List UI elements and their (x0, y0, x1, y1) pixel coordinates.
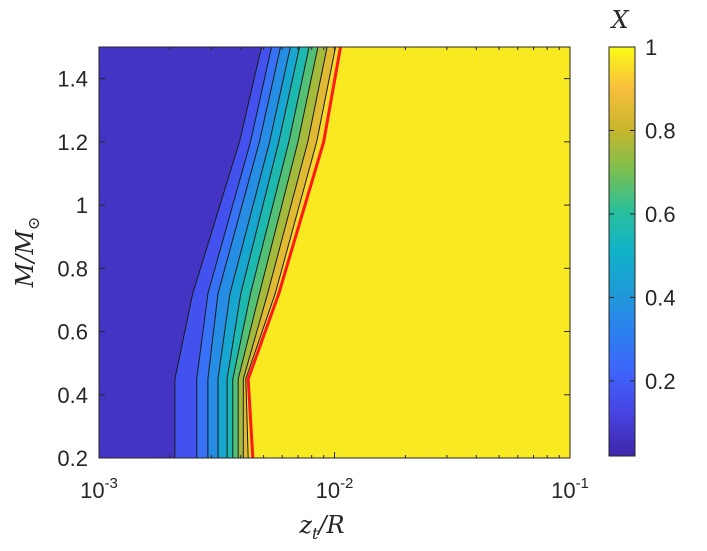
x-tick-label: 10-2 (316, 475, 354, 503)
y-axis-ticks: 0.2 0.4 0.6 0.8 1 1.2 1.4 (57, 67, 570, 471)
x-tick-label: 10-3 (80, 475, 118, 503)
x-axis-ticks: 10-3 10-2 10-1 (80, 47, 589, 503)
y-tick-label: 1.2 (57, 130, 88, 155)
colorbar-tick-label: 0.4 (645, 285, 676, 310)
colorbar-tick-label: 1 (645, 35, 657, 60)
contour-line-0.5 (226, 47, 300, 458)
y-tick-label: 0.8 (57, 256, 88, 281)
x-axis-label: zt/R (298, 511, 344, 543)
colorbar-ticks: 0.2 0.4 0.6 0.8 1 (609, 35, 676, 394)
y-tick-label: 0.2 (57, 446, 88, 471)
colorbar-label: X (609, 6, 629, 34)
contour-line-0.6 (232, 47, 310, 458)
y-tick-label: 1.4 (57, 67, 88, 92)
contour-line-0.1 (174, 47, 262, 458)
contour-line-0.9 (245, 47, 336, 458)
contour-line-0.2 (196, 47, 272, 458)
contour-line-0.8 (242, 47, 328, 458)
colorbar: 0.2 0.4 0.6 0.8 1 X (608, 6, 676, 457)
y-axis-label: M/M⊙ (11, 217, 43, 289)
contour-band-0.99 (248, 47, 570, 458)
highlight-contour-line (246, 47, 342, 458)
colorbar-tick-label: 0.6 (645, 202, 676, 227)
y-tick-label: 0.4 (57, 383, 88, 408)
y-tick-label: 0.6 (57, 320, 88, 345)
contour-lines (174, 47, 342, 458)
y-tick-label: 1 (76, 193, 88, 218)
svg-text:zt/R: zt/R (298, 511, 344, 543)
contour-line-0.4 (217, 47, 291, 458)
plot-area (98, 46, 571, 459)
colorbar-tick-label: 0.2 (645, 369, 676, 394)
colorbar-tick-label: 0.8 (645, 118, 676, 143)
svg-text:M/M⊙: M/M⊙ (11, 217, 43, 289)
x-tick-label: 10-1 (551, 475, 589, 503)
contour-line-0.3 (207, 47, 281, 458)
colorbar-gradient (608, 46, 636, 457)
contour-line-0.7 (237, 47, 319, 458)
